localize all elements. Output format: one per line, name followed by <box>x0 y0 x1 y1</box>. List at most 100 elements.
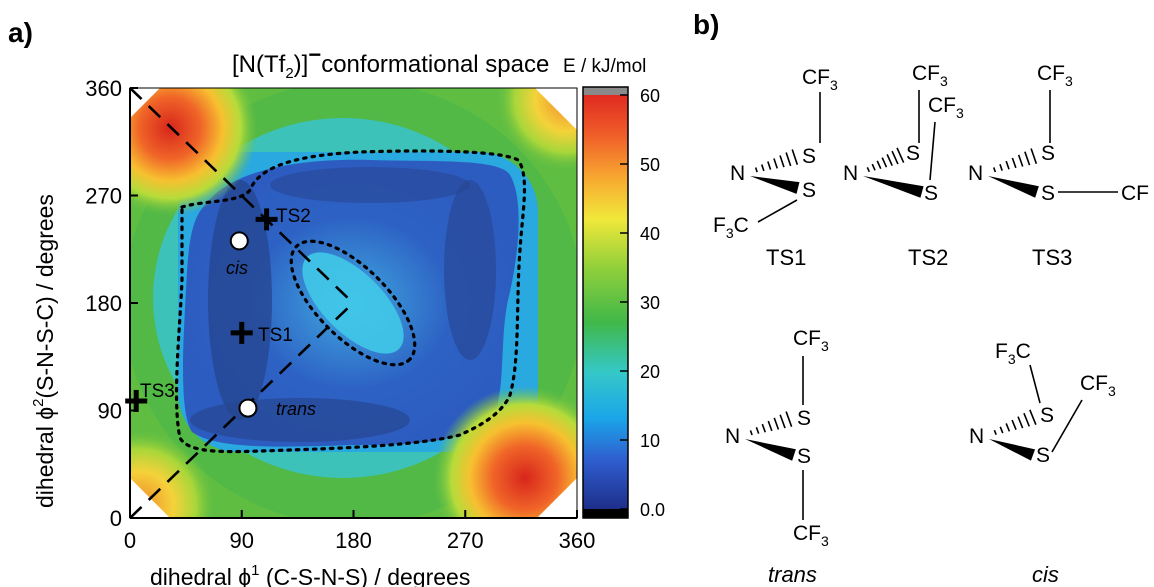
label-ts1: TS1 <box>258 325 293 346</box>
solid-wedge-bond <box>988 176 1039 198</box>
s-atom: S <box>1041 182 1055 205</box>
point-markers <box>125 208 278 418</box>
caption-ts2: TS2 <box>908 245 948 270</box>
y-tick-label: 0 <box>110 506 122 531</box>
y-tick-label: 270 <box>85 184 122 209</box>
hashed-wedge-bond <box>749 411 793 436</box>
colorbar-tick-label: 50 <box>640 155 660 175</box>
s-atom: S <box>1036 444 1050 467</box>
x-tick-label: 180 <box>335 528 372 553</box>
colorbar-tick-label: 10 <box>640 431 660 451</box>
colorbar-tick-label: 20 <box>640 362 660 382</box>
colorbar: E / kJ/mol 0.0 10 20 30 40 50 60 <box>563 56 665 520</box>
title-charge: − <box>308 42 321 67</box>
colorbar-ticks: 0.0 10 20 30 40 50 60 <box>620 86 665 520</box>
heatmap-hot-corner <box>433 386 577 518</box>
panel-a-label: a) <box>8 17 33 48</box>
hashed-wedge-bond <box>866 147 905 173</box>
cf3-label: CF3 <box>1037 62 1073 89</box>
title-close: )] <box>294 51 309 78</box>
structure-ts1: CF3 N S S F3C TS1 <box>713 66 838 270</box>
x-tick-label: 90 <box>230 528 254 553</box>
cf3-label: CF3 <box>928 94 964 121</box>
heatmap <box>130 88 577 518</box>
cf3-label: CF3 <box>802 66 838 93</box>
colorbar-tick-label: 30 <box>640 293 660 313</box>
n-atom: N <box>730 162 745 185</box>
plot-title: [N(Tf2)]−conformational space <box>232 42 549 82</box>
s-atom: S <box>797 445 811 468</box>
colorbar-tick-label: 0.0 <box>640 500 665 520</box>
hashed-wedge-bond <box>993 409 1037 436</box>
y-tick-label: 90 <box>98 399 122 424</box>
ts-marker-ts3 <box>125 389 148 412</box>
x-tick-label: 360 <box>559 528 596 553</box>
colorbar-tick-label: 60 <box>640 86 660 106</box>
cf3-label: CF3 <box>1080 372 1116 399</box>
contour-dotted-outer <box>174 149 527 454</box>
ts-marker-ts1 <box>230 321 253 344</box>
n-atom: N <box>843 162 858 185</box>
heatmap-deep-well <box>444 180 496 360</box>
heatmap-masked-corner <box>537 478 577 518</box>
structure-ts2: CF3 CF3 N S S TS2 <box>843 62 964 270</box>
minimum-marker-cis <box>229 231 249 251</box>
heatmap-hot-corner <box>130 88 258 216</box>
caption-trans: trans <box>768 562 817 587</box>
y-axis-label: dihedral ϕ2(S-N-S-C) / degrees <box>30 194 58 508</box>
wedge-bonds <box>745 147 1039 461</box>
n-atom: N <box>725 425 740 448</box>
cf3-label: CF3 <box>912 62 948 89</box>
cf3-label: CF3 <box>793 327 829 354</box>
minimum-marker-trans <box>238 398 258 418</box>
caption-ts3: TS3 <box>1032 245 1072 270</box>
colorbar-bottom-cap <box>583 509 628 518</box>
label-trans: trans <box>276 399 316 419</box>
x-tick-label: 0 <box>124 528 136 553</box>
colorbar-title: E / kJ/mol <box>563 56 646 77</box>
n-atom: N <box>969 425 984 448</box>
structure-ts3: CF3 N S S CF TS3 <box>968 62 1149 270</box>
title-subscript: 2 <box>285 65 293 82</box>
s-atom: S <box>1040 404 1054 427</box>
y-tick-label: 360 <box>85 76 122 101</box>
s-atom: S <box>797 407 811 430</box>
cf3-label-clipped: CF <box>1121 182 1149 205</box>
x-tick-label: 270 <box>447 528 484 553</box>
caption-cis: cis <box>1032 562 1059 587</box>
title-rest: conformational space <box>321 51 549 78</box>
hashed-wedge-bond <box>992 148 1038 173</box>
heatmap-deep-well <box>208 180 272 420</box>
s-atom: S <box>802 145 816 168</box>
solid-wedge-bond <box>863 176 924 198</box>
s-atom: S <box>906 142 920 165</box>
hashed-wedge-bond <box>754 149 799 173</box>
f3c-label: F3C <box>713 214 749 241</box>
s-atom: S <box>802 179 816 202</box>
structure-cis: F3C CF3 N S S cis <box>969 340 1116 587</box>
f3c-label: F3C <box>995 340 1031 367</box>
panel-b-label: b) <box>693 9 719 40</box>
solid-wedge-bond <box>750 176 800 194</box>
ts-marker-ts2 <box>255 208 278 231</box>
solid-wedge-bond <box>989 439 1036 461</box>
heatmap-masked-corner <box>535 88 577 130</box>
label-cis: cis <box>226 258 248 278</box>
title-prefix: [N(Tf <box>232 51 286 78</box>
cf3-label: CF3 <box>793 522 829 549</box>
colorbar-tick-label: 40 <box>640 224 660 244</box>
n-atom: N <box>968 162 983 185</box>
caption-ts1: TS1 <box>766 245 806 270</box>
y-tick-label: 180 <box>85 291 122 316</box>
s-atom: S <box>1041 142 1055 165</box>
label-ts2: TS2 <box>276 206 311 227</box>
molecular-structures: CF3 N S S F3C TS1 CF3 CF3 N S S TS2 CF3 … <box>713 62 1149 587</box>
solid-wedge-bond <box>745 439 796 461</box>
x-axis-ticks: 0 90 180 270 360 <box>124 510 595 553</box>
colorbar-top-cap <box>583 87 628 95</box>
structure-trans: CF3 N S S CF3 trans <box>725 327 829 587</box>
x-axis-label: dihedral ϕ1 (C-S-N-S) / degrees <box>150 562 470 587</box>
s-atom: S <box>924 182 938 205</box>
y-axis-ticks: 0 90 180 270 360 <box>85 76 138 531</box>
